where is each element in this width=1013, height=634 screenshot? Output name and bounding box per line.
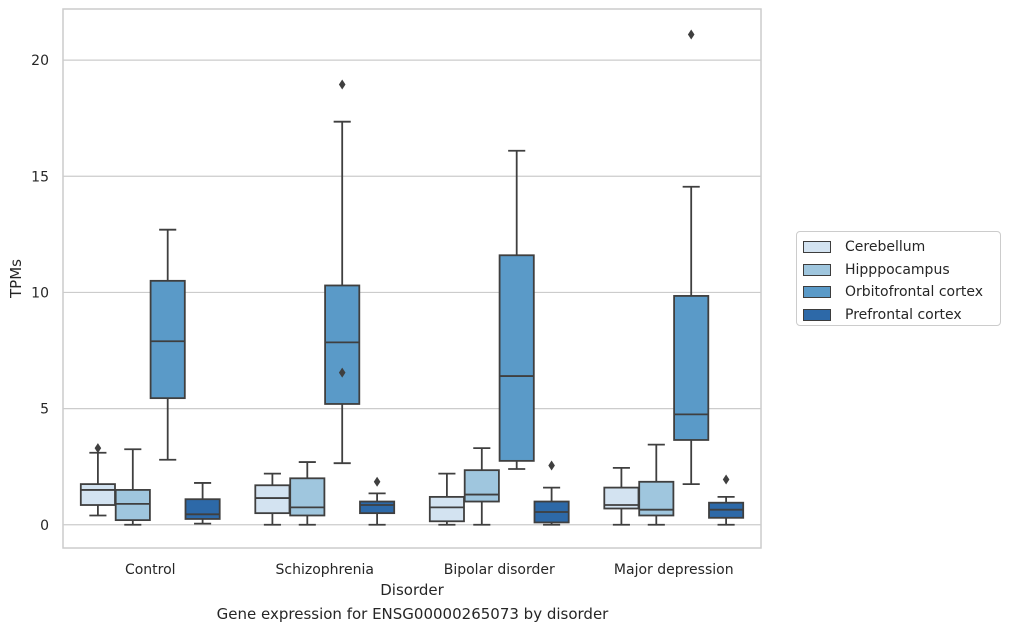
outlier-cerebellum-0-0 <box>94 443 102 454</box>
legend-label-hippocampus: Hipppocampus <box>845 261 950 278</box>
box-hipppocampus-2 <box>463 469 500 503</box>
box-prefrontal-cortex-0 <box>184 498 221 520</box>
outlier-prefrontal-cortex-2-0 <box>548 460 555 471</box>
y-tick-label-10: 10 <box>31 285 49 301</box>
box-prefrontal-cortex-1 <box>359 500 396 515</box>
x-tick-label-1: Schizophrenia <box>276 562 374 578</box>
box-orbitofrontal-cortex-3 <box>673 295 710 441</box>
legend-item-cerebellum: Cerebellum <box>803 236 1000 259</box>
box-cerebellum-0 <box>79 483 116 506</box>
legend-label-prefrontal-cortex: Prefrontal cortex <box>845 306 962 323</box>
y-tick-label-15: 15 <box>31 169 49 185</box>
x-axis-label: Disorder <box>380 581 444 599</box>
y-axis-label: TPMs <box>7 259 25 299</box>
outlier-orbitofrontal-cortex-3-0 <box>687 29 695 40</box>
y-tick-label-0: 0 <box>40 518 49 534</box>
legend-label-orbitofrontal-cortex: Orbitofrontal cortex <box>845 284 983 301</box>
box-hipppocampus-0 <box>114 489 151 522</box>
chart-caption: Gene expression for ENSG00000265073 by d… <box>216 605 609 623</box>
x-tick-label-2: Bipolar disorder <box>444 562 555 578</box>
outlier-orbitofrontal-cortex-1-1 <box>338 79 346 90</box>
legend: Cerebellum Hipppocampus Orbitofrontal co… <box>796 231 1001 326</box>
legend-swatch-orbitofrontal-cortex <box>803 286 831 299</box>
box-hipppocampus-1 <box>289 477 326 517</box>
legend-swatch-prefrontal-cortex <box>803 308 831 321</box>
x-tick-label-0: Control <box>125 562 176 578</box>
box-cerebellum-2 <box>428 495 465 523</box>
box-orbitofrontal-cortex-0 <box>149 279 186 400</box>
box-cerebellum-1 <box>254 484 291 515</box>
outlier-prefrontal-cortex-3-0 <box>722 474 730 485</box>
legend-swatch-cerebellum <box>803 241 831 254</box>
legend-swatch-hippocampus <box>803 263 831 276</box>
plot-frame <box>62 8 762 549</box>
box-orbitofrontal-cortex-2 <box>498 254 535 462</box>
y-tick-label-5: 5 <box>40 402 49 418</box>
x-tick-label-3: Major depression <box>614 562 734 578</box>
outlier-orbitofrontal-cortex-1-0 <box>338 367 346 378</box>
legend-label-cerebellum: Cerebellum <box>845 239 926 256</box>
legend-item-hippocampus: Hipppocampus <box>803 259 1000 282</box>
outlier-prefrontal-cortex-1-0 <box>373 476 381 487</box>
legend-item-orbitofrontal-cortex: Orbitofrontal cortex <box>803 281 1000 304</box>
box-orbitofrontal-cortex-1 <box>324 284 361 405</box>
legend-item-prefrontal-cortex: Prefrontal cortex <box>803 304 1000 327</box>
y-tick-label-20: 20 <box>31 53 49 69</box>
